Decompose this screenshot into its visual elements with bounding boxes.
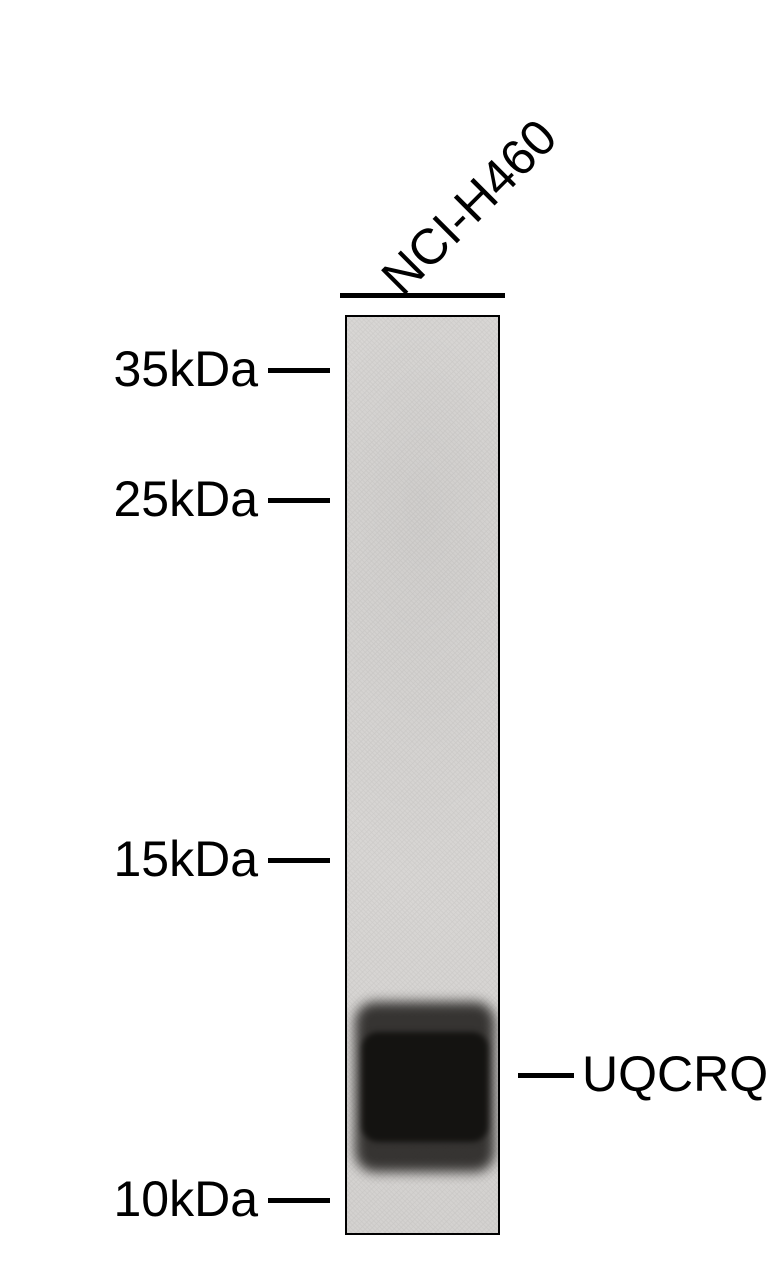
mw-label-10: 10kDa xyxy=(0,1170,258,1228)
lane-label: NCI-H460 xyxy=(370,108,568,306)
mw-label-25: 25kDa xyxy=(0,470,258,528)
blot-strip xyxy=(345,315,500,1235)
mw-tick-10 xyxy=(268,1198,330,1203)
band-tick xyxy=(518,1073,574,1078)
mw-tick-25 xyxy=(268,498,330,503)
mw-label-15: 15kDa xyxy=(0,830,258,888)
mw-tick-15 xyxy=(268,858,330,863)
band-label: UQCRQ xyxy=(582,1045,768,1103)
blot-figure: NCI-H460 35kDa 25kDa 15kDa 10kDa UQCRQ xyxy=(0,0,779,1280)
mw-label-35: 35kDa xyxy=(0,340,258,398)
lane-underline xyxy=(340,293,505,298)
mw-tick-35 xyxy=(268,368,330,373)
blot-band-inner xyxy=(362,1032,488,1143)
